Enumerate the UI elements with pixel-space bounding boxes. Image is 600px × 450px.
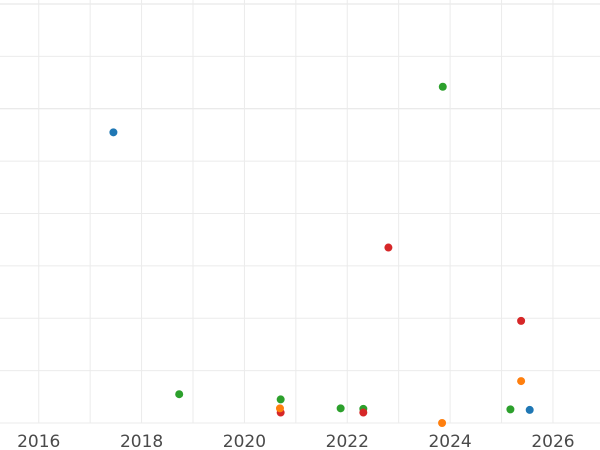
data-point bbox=[276, 395, 285, 404]
data-point bbox=[438, 419, 447, 427]
x-tick-label: 2018 bbox=[120, 432, 163, 450]
data-point bbox=[109, 128, 118, 137]
x-tick-label: 2024 bbox=[428, 432, 471, 450]
data-point bbox=[359, 408, 368, 417]
x-axis-tick-labels: 2016 2018 2020 2022 2024 2026 bbox=[17, 432, 574, 450]
data-point bbox=[384, 243, 393, 252]
data-point bbox=[438, 82, 447, 91]
x-tick-label: 2022 bbox=[326, 432, 369, 450]
x-tick-label: 2016 bbox=[17, 432, 60, 450]
data-point bbox=[525, 405, 534, 414]
data-points bbox=[109, 82, 534, 427]
x-tick-label: 2020 bbox=[223, 432, 266, 450]
x-tick-label: 2026 bbox=[531, 432, 574, 450]
grid bbox=[0, 0, 600, 424]
data-point bbox=[517, 316, 526, 325]
data-point bbox=[275, 404, 284, 413]
data-point bbox=[506, 405, 515, 414]
data-point bbox=[175, 390, 184, 399]
data-point bbox=[517, 377, 526, 386]
data-point bbox=[336, 404, 345, 413]
